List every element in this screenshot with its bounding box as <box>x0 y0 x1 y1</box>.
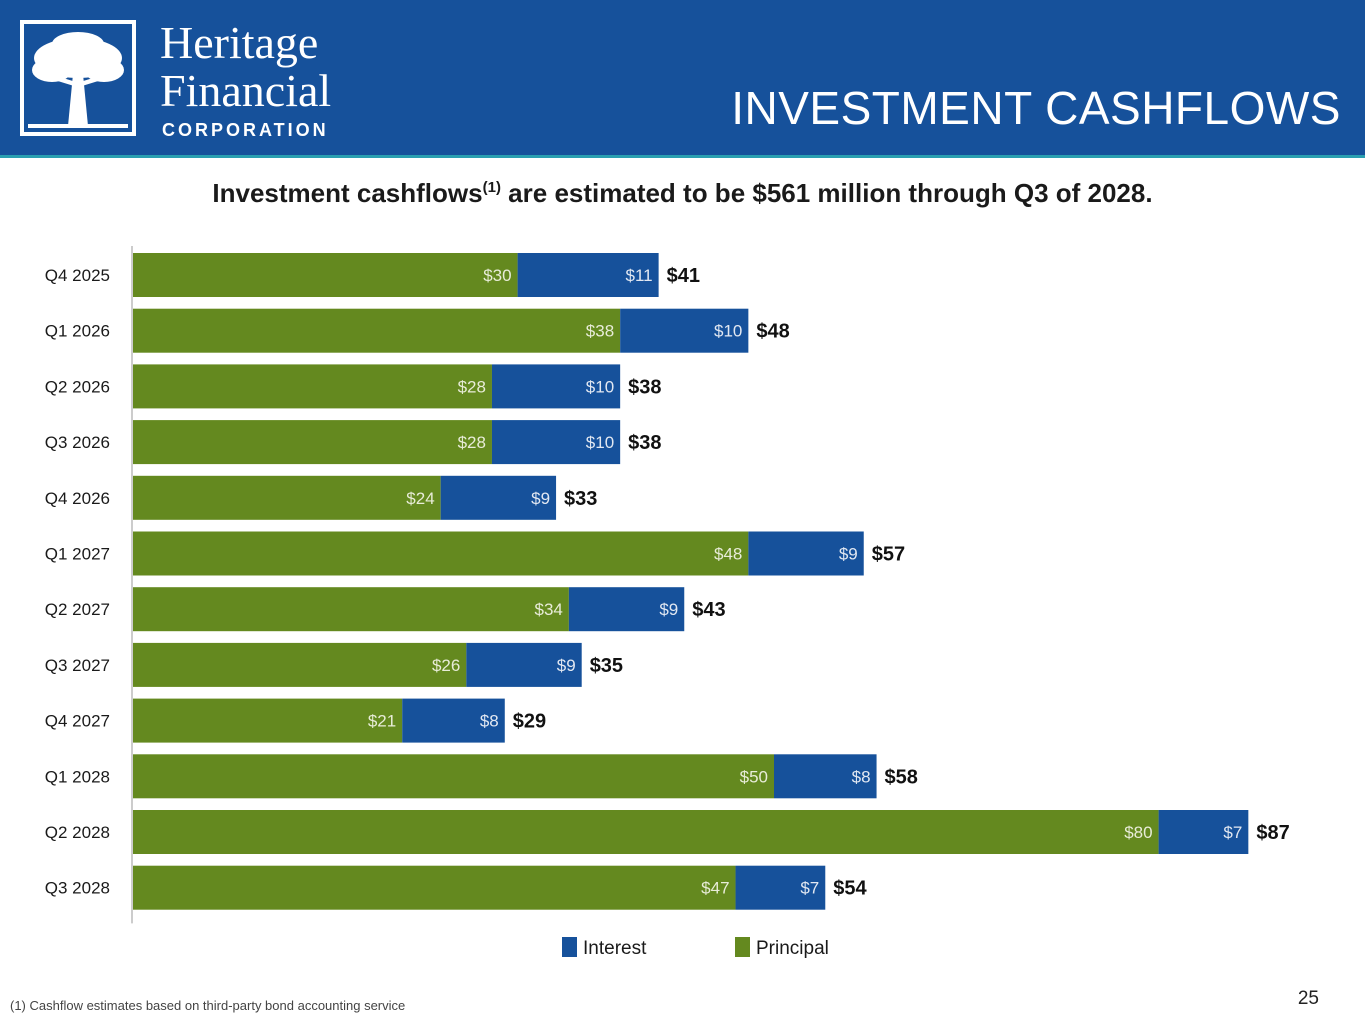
total-value-label: $54 <box>833 878 867 900</box>
principal-bar <box>133 308 621 353</box>
interest-bar <box>402 698 505 743</box>
interest-bar <box>517 253 659 297</box>
page-number: 25 <box>1297 988 1319 1009</box>
category-label: Q2 2027 <box>45 600 110 619</box>
brand-name-line1: Heritage <box>160 17 319 68</box>
subtitle-text-start: Investment cashflows <box>212 178 483 208</box>
interest-bar <box>620 308 749 353</box>
interest-bar <box>748 531 864 576</box>
principal-bar <box>133 253 518 297</box>
total-value-label: $58 <box>885 766 918 788</box>
principal-value-label: $30 <box>483 266 511 285</box>
principal-value-label: $21 <box>368 712 396 731</box>
principal-value-label: $24 <box>406 489 434 508</box>
interest-value-label: $8 <box>852 767 871 786</box>
category-label: Q4 2026 <box>45 489 110 508</box>
interest-value-label: $7 <box>1223 823 1242 842</box>
principal-value-label: $48 <box>714 545 742 564</box>
principal-value-label: $38 <box>586 322 614 341</box>
tree-logo-icon <box>20 20 136 136</box>
principal-bar <box>133 810 1159 854</box>
brand-corporation: CORPORATION <box>162 120 329 140</box>
principal-bar <box>133 420 492 465</box>
total-value-label: $29 <box>513 711 546 733</box>
category-label: Q1 2027 <box>45 545 110 564</box>
principal-bar <box>133 754 774 799</box>
principal-bar <box>133 587 569 632</box>
category-label: Q3 2027 <box>45 656 110 675</box>
interest-value-label: $9 <box>839 545 858 564</box>
category-label: Q1 2028 <box>45 767 110 786</box>
category-label: Q4 2027 <box>45 712 110 731</box>
interest-value-label: $7 <box>800 879 819 898</box>
interest-bar <box>568 587 685 632</box>
principal-bar <box>133 364 492 409</box>
interest-bar <box>774 754 877 799</box>
subtitle-footnote-ref: (1) <box>482 179 501 196</box>
interest-value-label: $10 <box>714 322 742 341</box>
legend-swatch-principal <box>735 937 750 957</box>
interest-bar <box>466 642 582 687</box>
total-value-label: $38 <box>628 432 661 454</box>
total-value-label: $57 <box>872 544 905 566</box>
category-label: Q2 2026 <box>45 377 110 396</box>
principal-bar <box>133 865 736 910</box>
chart-subtitle: Investment cashflows(1) are estimated to… <box>0 178 1365 209</box>
total-value-label: $38 <box>628 376 661 398</box>
principal-value-label: $80 <box>1124 823 1152 842</box>
interest-bar <box>1158 810 1249 854</box>
total-value-label: $87 <box>1256 822 1289 844</box>
legend-label-principal: Principal <box>756 938 829 959</box>
principal-value-label: $50 <box>740 767 768 786</box>
category-label: Q3 2026 <box>45 433 110 452</box>
principal-bar <box>133 475 441 520</box>
legend-label-interest: Interest <box>583 938 647 959</box>
brand-name-line2: Financial <box>160 65 332 116</box>
interest-value-label: $10 <box>586 433 614 452</box>
category-label: Q4 2025 <box>45 266 110 285</box>
interest-value-label: $10 <box>586 377 614 396</box>
slide-title: INVESTMENT CASHFLOWS <box>731 82 1341 134</box>
principal-value-label: $34 <box>535 600 563 619</box>
footnote: (1) Cashflow estimates based on third-pa… <box>10 998 406 1013</box>
interest-value-label: $11 <box>626 266 653 285</box>
principal-bar <box>133 698 403 743</box>
interest-bar <box>491 420 621 465</box>
category-label: Q1 2026 <box>45 322 110 341</box>
category-label: Q2 2028 <box>45 823 110 842</box>
interest-value-label: $9 <box>531 489 550 508</box>
category-label: Q3 2028 <box>45 879 110 898</box>
total-value-label: $35 <box>590 655 623 677</box>
principal-bar <box>133 531 749 576</box>
interest-value-label: $9 <box>659 600 678 619</box>
total-value-label: $33 <box>564 488 597 510</box>
principal-value-label: $28 <box>458 433 486 452</box>
interest-value-label: $9 <box>557 656 576 675</box>
header-banner: Heritage Financial CORPORATION INVESTMEN… <box>0 0 1365 158</box>
total-value-label: $48 <box>756 321 789 343</box>
interest-bar <box>440 475 557 520</box>
legend-swatch-interest <box>562 937 577 957</box>
total-value-label: $43 <box>692 599 725 621</box>
subtitle-text-end: are estimated to be $561 million through… <box>500 178 1153 208</box>
principal-bar <box>133 642 467 687</box>
interest-bar <box>491 364 621 409</box>
principal-value-label: $47 <box>701 879 729 898</box>
principal-value-label: $26 <box>432 656 460 675</box>
interest-value-label: $8 <box>480 712 499 731</box>
principal-value-label: $28 <box>458 377 486 396</box>
interest-bar <box>735 865 826 910</box>
total-value-label: $41 <box>667 265 700 287</box>
